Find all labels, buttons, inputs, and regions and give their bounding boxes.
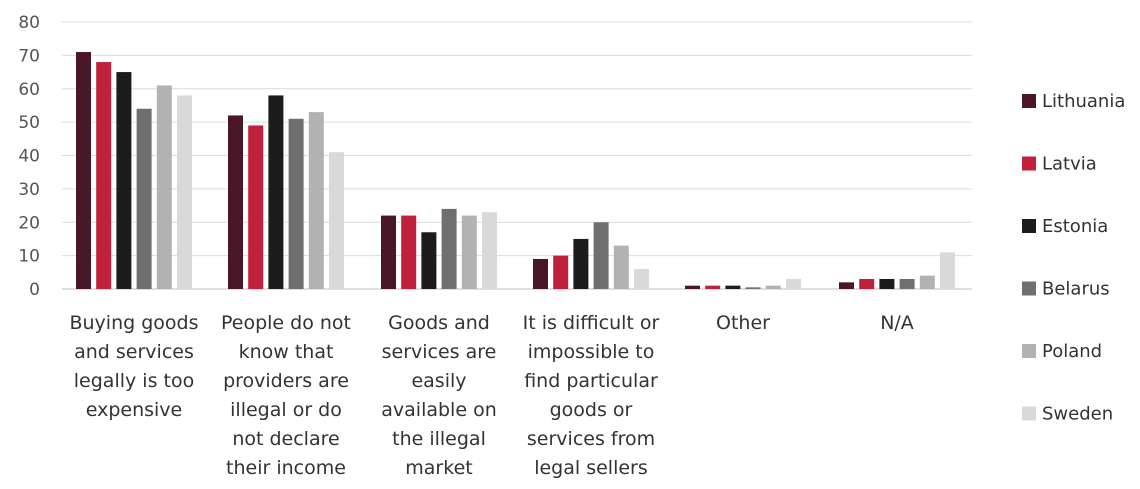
legend-swatch-estonia bbox=[1022, 219, 1036, 233]
legend-swatch-latvia bbox=[1022, 156, 1036, 171]
bar-lithuania-5 bbox=[839, 282, 854, 289]
y-tick-label: 70 bbox=[18, 46, 40, 66]
bar-poland-3 bbox=[613, 245, 629, 289]
x-category-label: illegal or do bbox=[230, 399, 342, 421]
legend-swatch-belarus bbox=[1022, 281, 1036, 296]
bar-belarus-2 bbox=[441, 208, 457, 289]
bar-sweden-3 bbox=[634, 268, 649, 289]
x-category-label: legally is too bbox=[74, 370, 194, 392]
bar-latvia-5 bbox=[859, 278, 875, 289]
bar-poland-2 bbox=[461, 215, 477, 289]
y-tick-label: 50 bbox=[18, 113, 40, 133]
bar-latvia-2 bbox=[401, 215, 417, 289]
bar-poland-1 bbox=[308, 112, 324, 289]
legend-label-lithuania: Lithuania bbox=[1042, 91, 1125, 112]
x-category-label: services are bbox=[382, 341, 497, 363]
bar-belarus-3 bbox=[593, 222, 609, 289]
x-category-label: Other bbox=[716, 312, 770, 334]
y-tick-label: 80 bbox=[18, 13, 40, 33]
legend-swatch-sweden bbox=[1022, 406, 1036, 421]
bar-lithuania-3 bbox=[533, 258, 548, 289]
bar-latvia-4 bbox=[705, 285, 721, 289]
bar-estonia-5 bbox=[879, 278, 895, 289]
bar-poland-0 bbox=[156, 85, 172, 289]
x-category-label: not declare bbox=[232, 428, 339, 450]
x-category-label: Goods and bbox=[388, 312, 490, 334]
x-category-label: N/A bbox=[880, 312, 914, 334]
x-category-label: People do not bbox=[221, 312, 351, 334]
bar-sweden-4 bbox=[786, 278, 801, 289]
legend-label-belarus: Belarus bbox=[1042, 279, 1110, 300]
x-category-label: legal sellers bbox=[534, 457, 648, 479]
bar-lithuania-4 bbox=[685, 285, 700, 289]
x-category-label: find particular bbox=[524, 370, 658, 392]
legend-label-poland: Poland bbox=[1042, 341, 1102, 362]
bar-lithuania-1 bbox=[228, 115, 243, 289]
legend-label-estonia: Estonia bbox=[1042, 216, 1108, 237]
bar-estonia-0 bbox=[116, 72, 132, 289]
bar-latvia-1 bbox=[248, 125, 264, 290]
bar-lithuania-2 bbox=[381, 215, 396, 289]
y-tick-label: 40 bbox=[18, 147, 40, 167]
bar-poland-4 bbox=[765, 285, 781, 289]
bar-estonia-4 bbox=[725, 285, 741, 289]
x-category-label: services from bbox=[527, 428, 655, 450]
x-category-label: and services bbox=[74, 341, 194, 363]
y-tick-label: 10 bbox=[18, 247, 40, 267]
x-category-label: easily bbox=[411, 370, 466, 392]
x-category-label: know that bbox=[239, 341, 334, 363]
bar-belarus-4 bbox=[745, 287, 761, 289]
bar-sweden-5 bbox=[940, 252, 955, 289]
y-tick-label: 20 bbox=[18, 213, 40, 233]
x-category-label: expensive bbox=[86, 399, 183, 421]
bar-sweden-1 bbox=[329, 152, 344, 289]
x-category-label: market bbox=[405, 457, 472, 479]
legend-swatch-poland bbox=[1022, 344, 1036, 358]
bar-belarus-0 bbox=[136, 108, 152, 290]
bar-belarus-1 bbox=[288, 118, 304, 289]
bar-estonia-2 bbox=[421, 232, 437, 289]
bar-estonia-1 bbox=[268, 95, 284, 289]
x-category-label: their income bbox=[226, 457, 346, 479]
x-category-label: It is difficult or bbox=[523, 312, 660, 334]
legend-label-sweden: Sweden bbox=[1042, 404, 1113, 425]
y-tick-label: 30 bbox=[18, 180, 40, 200]
y-tick-label: 0 bbox=[29, 280, 40, 300]
bar-latvia-0 bbox=[96, 62, 112, 289]
x-category-label: the illegal bbox=[392, 428, 486, 450]
bar-poland-5 bbox=[919, 275, 935, 289]
bar-sweden-2 bbox=[482, 212, 497, 289]
bar-lithuania-0 bbox=[76, 52, 91, 289]
bar-estonia-3 bbox=[573, 238, 589, 289]
bar-belarus-5 bbox=[899, 278, 915, 289]
x-category-label: impossible to bbox=[528, 341, 655, 363]
bar-sweden-0 bbox=[177, 95, 192, 289]
legend-label-latvia: Latvia bbox=[1042, 154, 1097, 175]
legend-swatch-lithuania bbox=[1022, 94, 1036, 108]
x-category-label: providers are bbox=[223, 370, 349, 392]
x-category-label: Buying goods bbox=[69, 312, 198, 334]
bar-latvia-3 bbox=[553, 255, 569, 289]
y-tick-label: 60 bbox=[18, 80, 40, 100]
x-category-label: goods or bbox=[550, 399, 633, 421]
x-category-label: available on bbox=[381, 399, 496, 421]
